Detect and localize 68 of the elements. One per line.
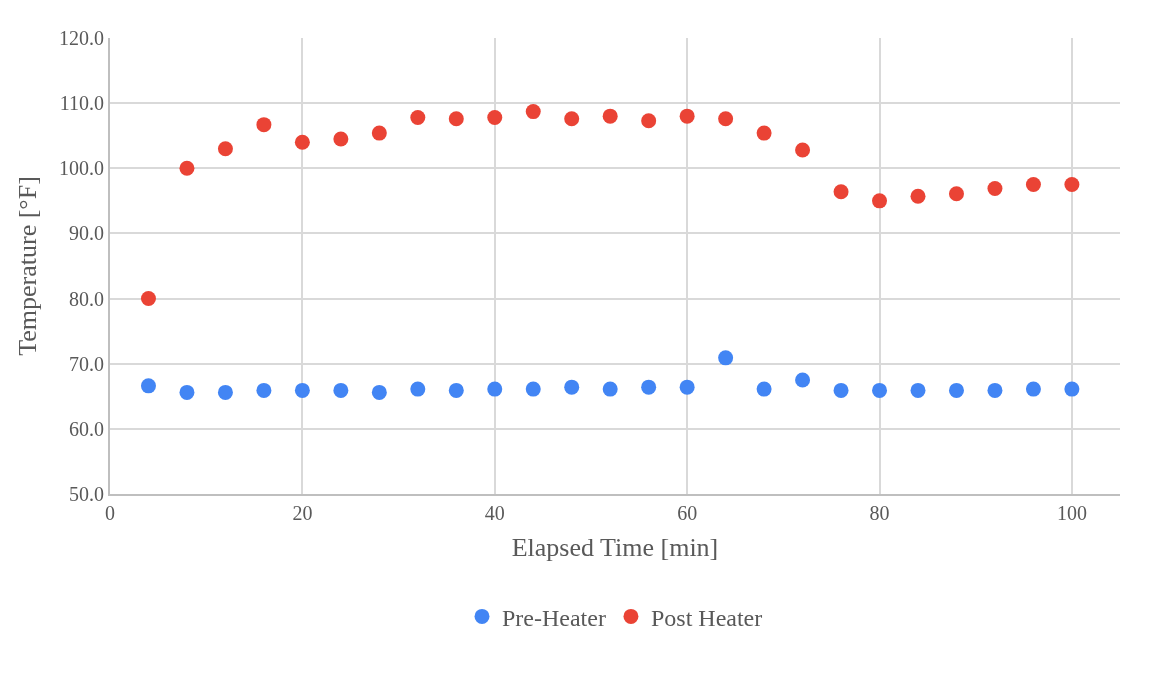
point (1064, 177, 1080, 193)
point (217, 384, 233, 400)
point (564, 379, 580, 395)
point (1064, 381, 1080, 397)
point (564, 111, 580, 127)
point (179, 384, 195, 400)
point (294, 134, 310, 150)
point (910, 382, 926, 398)
point (140, 378, 156, 394)
x-tick-label: 60 (677, 502, 698, 524)
point (910, 188, 926, 204)
point (1025, 177, 1041, 193)
point (602, 108, 618, 124)
point (256, 382, 272, 398)
x-tick-label: 40 (484, 502, 505, 524)
point (294, 382, 310, 398)
point (833, 184, 849, 200)
point (987, 180, 1003, 196)
point (872, 193, 888, 209)
y-tick-label: 70.0 (69, 352, 104, 375)
point (756, 381, 772, 397)
legend-label: Pre-Heater (502, 604, 606, 631)
point (487, 109, 503, 125)
y-tick-label: 50.0 (69, 483, 104, 505)
x-axis-title: Elapsed Time [min] (511, 533, 719, 563)
point (641, 379, 657, 395)
point (833, 382, 849, 398)
point (948, 186, 964, 202)
y-tick-label: 100.0 (59, 157, 104, 180)
point (179, 160, 195, 176)
point (140, 291, 156, 307)
point (718, 111, 734, 127)
point (602, 381, 618, 397)
point (756, 125, 772, 141)
point (487, 381, 503, 397)
point (333, 382, 349, 398)
point (371, 384, 387, 400)
x-tick-label: 80 (869, 502, 890, 524)
y-tick-label: 90.0 (69, 222, 104, 245)
point (410, 381, 426, 397)
y-tick-label: 120.0 (59, 27, 104, 49)
x-tick-label: 100 (1056, 502, 1087, 524)
point (410, 109, 426, 125)
point (795, 372, 811, 388)
x-tick-label: 20 (292, 502, 313, 524)
y-tick-label: 110.0 (59, 92, 104, 115)
point (448, 111, 464, 127)
point (987, 382, 1003, 398)
point (718, 350, 734, 366)
point (679, 379, 695, 395)
point (256, 117, 272, 133)
point (448, 382, 464, 398)
point (795, 142, 811, 158)
point (1025, 381, 1041, 397)
y-tick-label: 80.0 (69, 287, 104, 310)
point (333, 131, 349, 147)
point (371, 125, 387, 141)
point (217, 141, 233, 157)
point (525, 381, 541, 397)
point (948, 382, 964, 398)
y-tick-label: 60.0 (69, 417, 104, 440)
point (872, 382, 888, 398)
y-axis-title: Temperature [°F] (12, 176, 42, 356)
point (525, 104, 541, 120)
point (641, 113, 657, 129)
point (679, 108, 695, 124)
legend-label: Post Heater (650, 604, 763, 631)
x-tick-label: 0 (105, 502, 115, 524)
